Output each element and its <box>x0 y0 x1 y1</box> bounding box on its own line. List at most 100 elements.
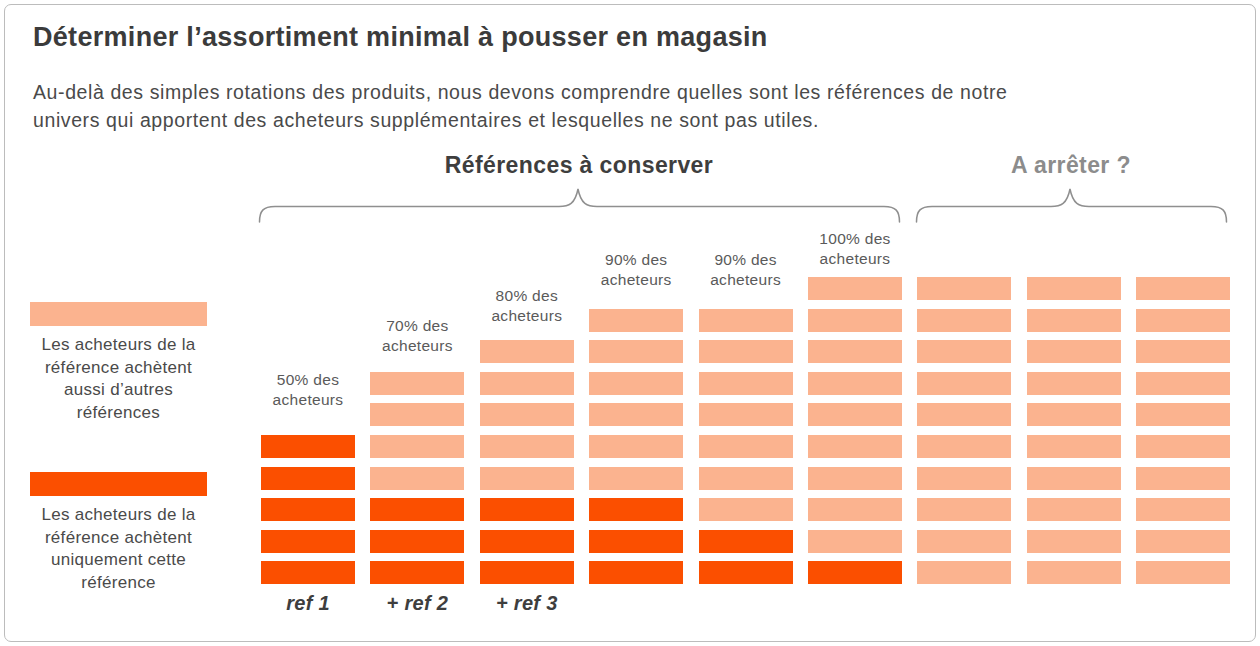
legend-line: référence achètent <box>8 527 229 550</box>
legend-swatch-only-ref <box>30 472 207 496</box>
buyer-block-dark <box>370 561 464 584</box>
buyer-block-light <box>480 435 574 458</box>
buyer-block-light <box>1136 498 1230 521</box>
keep-brace <box>260 189 900 222</box>
buyer-block-light <box>1027 498 1121 521</box>
buyer-block-light <box>589 309 683 332</box>
column-buyers-label-line: acheteurs <box>676 270 816 290</box>
page-title: Déterminer l’assortiment minimal à pouss… <box>33 22 768 53</box>
buyer-block-light <box>699 403 793 426</box>
column-buyers-label: 50% desacheteurs <box>238 370 378 410</box>
buyer-block-dark <box>589 530 683 553</box>
buyer-block-light <box>480 403 574 426</box>
buyer-block-light <box>1027 561 1121 584</box>
column-buyers-label-line: acheteurs <box>785 249 925 269</box>
legend-line: référence <box>8 572 229 595</box>
buyer-block-light <box>699 435 793 458</box>
buyer-block-dark <box>480 561 574 584</box>
legend-line: référence achètent <box>8 357 229 380</box>
legend-line: références <box>8 402 229 425</box>
buyer-block-light <box>808 372 902 395</box>
buyer-block-light <box>917 467 1011 490</box>
buyer-block-light <box>1027 309 1121 332</box>
buyer-block-light <box>1136 372 1230 395</box>
buyer-block-light <box>808 467 902 490</box>
legend-text-other-refs: Les acheteurs de la référence achètent a… <box>8 334 229 424</box>
column-buyers-label-line: acheteurs <box>238 390 378 410</box>
buyer-block-dark <box>808 561 902 584</box>
buyer-block-light <box>917 340 1011 363</box>
buyer-block-light <box>480 467 574 490</box>
buyer-block-light <box>370 467 464 490</box>
buyer-block-light <box>699 340 793 363</box>
legend-line: uniquement cette <box>8 549 229 572</box>
buyer-block-light <box>589 372 683 395</box>
buyer-block-light <box>1027 340 1121 363</box>
buyer-block-light <box>1136 435 1230 458</box>
buyer-block-light <box>370 372 464 395</box>
column-buyers-label-line: acheteurs <box>347 336 487 356</box>
buyer-block-dark <box>261 467 355 490</box>
subtitle-line-1: Au-delà des simples rotations des produi… <box>33 78 1007 106</box>
buyer-block-light <box>1136 561 1230 584</box>
buyer-block-light <box>1136 467 1230 490</box>
legend-swatch-other-refs <box>30 302 207 326</box>
buyer-block-light <box>808 403 902 426</box>
buyer-block-light <box>917 277 1011 300</box>
buyer-block-light <box>808 277 902 300</box>
buyer-block-light <box>808 309 902 332</box>
buyer-block-light <box>370 403 464 426</box>
legend-line: Les acheteurs de la <box>8 334 229 357</box>
buyer-block-dark <box>261 498 355 521</box>
buyer-block-dark <box>370 498 464 521</box>
buyer-block-light <box>1136 403 1230 426</box>
buyer-block-light <box>699 372 793 395</box>
ref-label: + ref 3 <box>457 592 597 615</box>
buyer-block-light <box>917 403 1011 426</box>
buyer-block-light <box>917 498 1011 521</box>
buyer-block-dark <box>699 530 793 553</box>
stop-brace <box>917 189 1227 222</box>
buyer-block-dark <box>589 561 683 584</box>
buyer-block-light <box>699 498 793 521</box>
column-buyers-label-line: 50% des <box>238 370 378 390</box>
buyer-block-dark <box>589 498 683 521</box>
legend-line: aussi d’autres <box>8 379 229 402</box>
page-subtitle: Au-delà des simples rotations des produi… <box>33 78 1007 134</box>
buyer-block-light <box>917 530 1011 553</box>
legend-text-only-ref: Les acheteurs de la référence achètent u… <box>8 504 229 594</box>
buyer-block-light <box>1027 435 1121 458</box>
buyer-block-light <box>480 340 574 363</box>
buyer-block-light <box>589 435 683 458</box>
buyer-block-light <box>1136 309 1230 332</box>
buyer-block-light <box>808 435 902 458</box>
buyer-block-light <box>1136 340 1230 363</box>
buyer-block-dark <box>261 435 355 458</box>
buyer-block-light <box>1136 277 1230 300</box>
column-buyers-label-line: acheteurs <box>457 306 597 326</box>
buyer-block-light <box>589 467 683 490</box>
slide: Déterminer l’assortiment minimal à pouss… <box>0 0 1260 646</box>
buyer-block-dark <box>261 530 355 553</box>
buyer-block-light <box>917 561 1011 584</box>
buyer-block-light <box>808 498 902 521</box>
buyer-block-light <box>589 340 683 363</box>
column-buyers-label: 80% desacheteurs <box>457 286 597 326</box>
buyer-block-dark <box>261 561 355 584</box>
buyer-block-light <box>808 530 902 553</box>
buyer-block-light <box>917 309 1011 332</box>
buyer-block-light <box>917 435 1011 458</box>
buyer-block-light <box>699 309 793 332</box>
buyer-block-light <box>1027 372 1121 395</box>
buyer-block-light <box>589 403 683 426</box>
buyer-block-light <box>808 340 902 363</box>
buyer-block-light <box>370 435 464 458</box>
buyer-block-light <box>1027 403 1121 426</box>
buyer-block-light <box>1136 530 1230 553</box>
group-header-keep: Références à conserver <box>258 152 900 179</box>
group-header-stop: A arrêter ? <box>915 152 1227 179</box>
column-buyers-label: 100% desacheteurs <box>785 229 925 269</box>
buyer-block-light <box>480 372 574 395</box>
legend-line: Les acheteurs de la <box>8 504 229 527</box>
buyer-block-light <box>917 372 1011 395</box>
